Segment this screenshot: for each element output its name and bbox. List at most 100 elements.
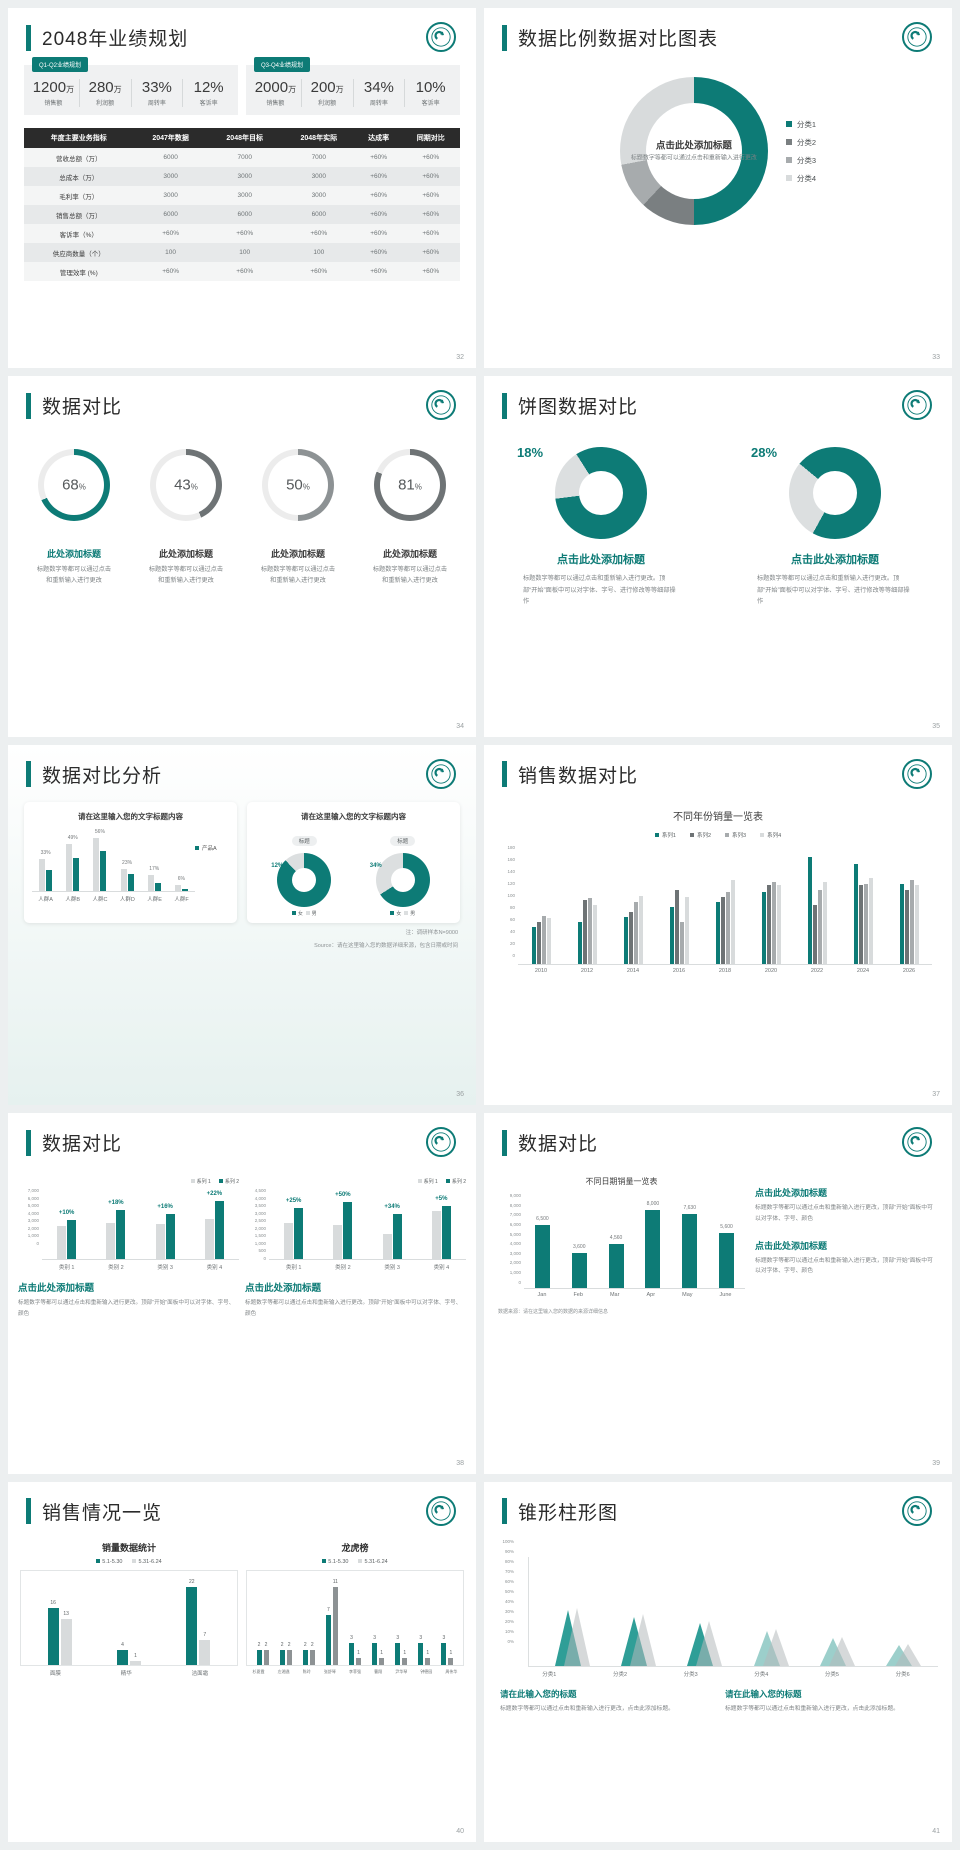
- x-tick: 2020: [764, 967, 778, 974]
- bar: [536, 922, 541, 964]
- x-tick: 2022: [810, 967, 824, 974]
- legend-item: 5.1-5.30: [322, 1558, 348, 1565]
- bar: [623, 917, 628, 964]
- kpi-value: 12%: [193, 79, 224, 96]
- title-accent-bar: [26, 761, 31, 788]
- y-tick: 140: [507, 868, 515, 874]
- cone-shadow: [894, 1643, 921, 1666]
- bar-group: 4,560: [608, 1235, 624, 1289]
- slide-39[interactable]: 数据对比 不同日期销量一览表 9,000 8,000 7,000 6,000 5,000…: [484, 1113, 952, 1474]
- slide-36[interactable]: 数据对比分析 请在这里输入您的文字标题内容 33% 49% 56% 23% 17% 6% …: [8, 744, 476, 1106]
- donut-legend: 女 男: [376, 910, 430, 917]
- bar: [909, 880, 914, 964]
- bar-group: [577, 898, 597, 964]
- progress-ring: 50%: [262, 449, 334, 522]
- bar-value-label: 56%: [94, 828, 105, 835]
- table-cell: +60%: [401, 243, 460, 262]
- table-cell: +60%: [133, 224, 208, 243]
- bar: [534, 1224, 550, 1289]
- y-tick: 7,000: [509, 1212, 521, 1218]
- x-tick: 2026: [902, 967, 916, 974]
- ring-title: 此处添加标题: [46, 549, 101, 560]
- y-tick: 0%: [507, 1638, 514, 1644]
- slide-37[interactable]: 销售数据对比 不同年份销量一览表 系列1 系列2 系列3 系列4 180 160 140 1…: [484, 744, 952, 1106]
- ring-title: 此处添加标题: [382, 549, 437, 560]
- bar-group: 7,630: [682, 1205, 698, 1289]
- x-tick: 人群A: [38, 896, 53, 903]
- y-tick: 2,500: [254, 1218, 266, 1224]
- x-tick: Feb: [573, 1292, 583, 1299]
- bar: [402, 1657, 408, 1665]
- table-header-row: 年度主要业务指标 2047年数据 2048年目标 2048年实际 达成率 同期对…: [24, 128, 460, 148]
- bar-value-label: 1: [357, 1649, 360, 1656]
- cone-bar: [683, 1620, 723, 1666]
- donut-chart: 点击此处添加标题 标题数字等都可以通过点击和重新输入进行更改: [619, 77, 768, 225]
- donut-value-label: 12%: [271, 862, 284, 869]
- legend-swatch: [358, 1558, 363, 1563]
- page-number: 40: [456, 1827, 464, 1835]
- legend-swatch: [725, 832, 729, 837]
- kpi-item: 2000万 销售额: [250, 79, 302, 107]
- percentage-rings: 68% 此处添加标题 标题数字等都可以通过点击和重新输入进行更改 43% 此处添加标题标…: [8, 449, 476, 587]
- bar-value-label: 8,000: [646, 1200, 660, 1207]
- title-accent-bar: [502, 24, 507, 51]
- bar-group: 6,500: [534, 1216, 550, 1289]
- bar: [100, 850, 107, 891]
- cone-shadow: [828, 1636, 855, 1666]
- donut-tag: 标题: [390, 835, 416, 846]
- bar-group: +18%: [106, 1200, 126, 1260]
- bar: [263, 1650, 269, 1665]
- bar: [914, 885, 919, 964]
- brand-logo-icon: [902, 390, 932, 421]
- slide-32[interactable]: 2048年业绩规划 Q1-Q2业绩规划 1200万 销售额 280万 利润额 3…: [8, 8, 476, 369]
- table-cell: 3000: [133, 167, 208, 186]
- ring-hole: [268, 455, 328, 516]
- delta-label: +5%: [435, 1196, 448, 1203]
- pie-value-label: 28%: [751, 445, 778, 461]
- y-tick: 7,000: [27, 1188, 39, 1194]
- grouped-bar-chart: [518, 845, 932, 965]
- page-number: 37: [932, 1091, 940, 1099]
- kpi-value: 10%: [415, 79, 446, 96]
- bar: [46, 869, 53, 891]
- mini-donut-block: 标题 34% 女 男: [370, 830, 430, 917]
- y-tick: 20: [509, 940, 515, 946]
- bar: [812, 905, 817, 964]
- cone-shadow: [564, 1607, 591, 1666]
- page-title: 饼图数据对比: [518, 397, 639, 419]
- bar-value-label: 3: [396, 1635, 400, 1642]
- slide-34[interactable]: 数据对比 68% 此处添加标题 标题数字等都可以通过点击和重新输入进行更改 43% 此处…: [8, 376, 476, 737]
- ring-title: 此处添加标题: [158, 549, 213, 560]
- table-cell: 6000: [281, 205, 356, 224]
- slide-40[interactable]: 销售情况一览 销量数据统计 5.1-5.30 5.31-6.24 16 13 4 1 22 7 面…: [8, 1481, 476, 1842]
- slide-35[interactable]: 饼图数据对比 18% 点击此处添加标题 标题数字等都可以通过点击和重新输入进行更改。…: [484, 376, 952, 737]
- slide-38[interactable]: 数据对比 系列 1 系列 2 7,000 6,000 5,000 4,000 3,000 2,…: [8, 1113, 476, 1474]
- x-tick: 2012: [580, 967, 594, 974]
- legend-item: 系列 2: [218, 1178, 239, 1185]
- donut-legend: 女 男: [277, 910, 331, 917]
- bar: [608, 1243, 624, 1289]
- slide-33[interactable]: 数据比例数据对比图表 点击此处添加标题 标题数字等都可以通过点击和重新输入进行更…: [484, 8, 952, 369]
- bar-value-label: 17%: [149, 865, 160, 872]
- bar-group: +22%: [204, 1191, 224, 1260]
- ring-card: 81% 此处添加标题 标题数字等都可以通过点击和重新输入进行更改: [368, 449, 452, 587]
- kpi-item: 34% 周转率: [354, 79, 406, 107]
- bar: [127, 873, 134, 891]
- table-cell: +60%: [401, 262, 460, 281]
- kpi-group-tag: Q1-Q2业绩规划: [32, 57, 89, 72]
- bar: [431, 1210, 441, 1260]
- slide-41[interactable]: 锥形柱形图 100% 90% 80% 70% 60% 50% 40% 30% 20% 10% 0% …: [484, 1481, 952, 1842]
- y-tick: 20%: [504, 1618, 514, 1624]
- bar-value-label: 1: [380, 1649, 383, 1656]
- card-title: 请在这里输入您的文字标题内容: [301, 811, 406, 821]
- legend-swatch: [218, 1179, 223, 1184]
- table-cell: +60%: [281, 224, 356, 243]
- y-tick: 4,500: [254, 1188, 266, 1194]
- kpi-group-q3q4: Q3-Q4业绩规划 2000万 销售额 200万 利润额 34% 周转率 10%…: [246, 57, 460, 115]
- legend-item: 分类3: [785, 155, 816, 166]
- bar: [725, 891, 730, 964]
- legend-swatch: [785, 139, 792, 145]
- y-tick: 80%: [504, 1558, 514, 1564]
- bar: [679, 922, 684, 964]
